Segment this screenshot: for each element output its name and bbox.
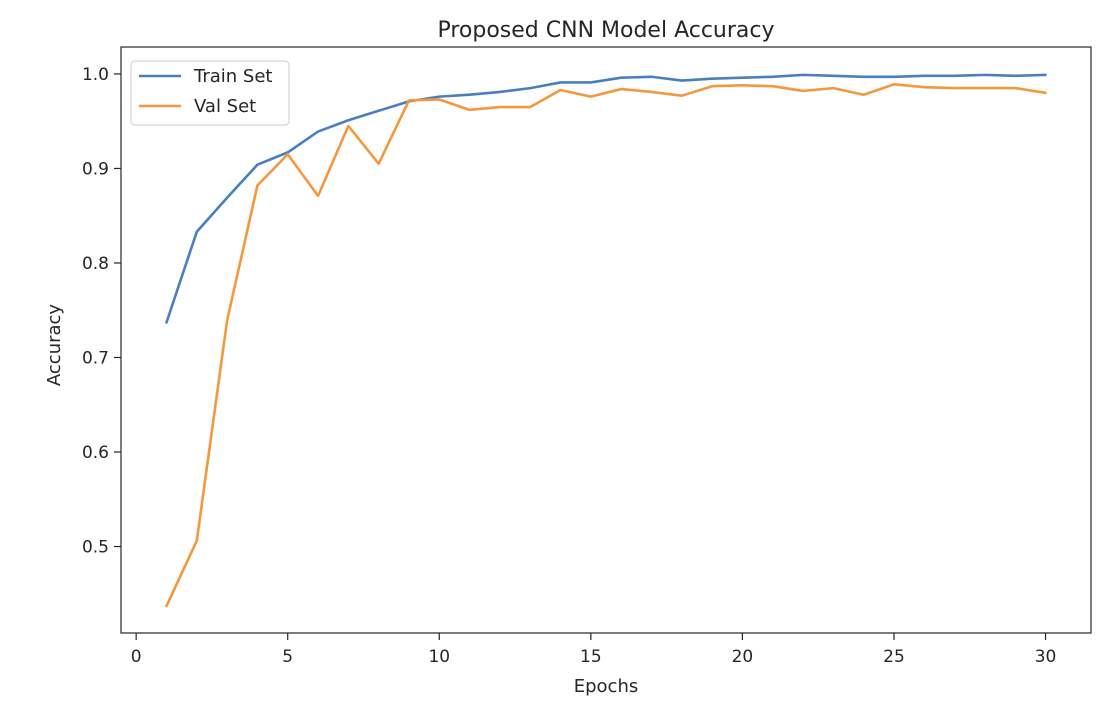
- legend: Train Set Val Set: [130, 60, 290, 126]
- y-tick-label: 0.6: [82, 443, 109, 463]
- y-axis-title: Accuracy: [44, 304, 65, 387]
- y-tick-label: 0.8: [82, 254, 109, 274]
- x-axis-title: Epochs: [574, 676, 639, 697]
- x-tick-label: 30: [1035, 647, 1057, 667]
- x-tick-label: 5: [282, 647, 293, 667]
- x-tick-label: 0: [131, 647, 142, 667]
- train-set-line: [165, 73, 1047, 324]
- legend-train-label: Train Set: [193, 66, 272, 87]
- y-tick-label: 1.0: [82, 65, 109, 85]
- x-tick-label: 20: [732, 647, 754, 667]
- y-tick-label: 0.5: [82, 538, 109, 558]
- chart-title: Proposed CNN Model Accuracy: [437, 18, 774, 43]
- x-tick-label: 10: [428, 647, 450, 667]
- x-tick-label: 15: [580, 647, 602, 667]
- plot-area-border: [120, 46, 1092, 634]
- plot-frame: [120, 46, 1092, 634]
- legend-val-label: Val Set: [194, 96, 256, 117]
- val-set-line: [165, 83, 1047, 608]
- axes-layer: 0 5 10 15 20 25 30 0.5 0.6 0.7 0.8 0.9 1.0: [82, 65, 1056, 667]
- y-tick-label: 0.7: [82, 348, 109, 368]
- x-tick-label: 25: [883, 647, 905, 667]
- series-layer: [165, 73, 1047, 608]
- y-tick-label: 0.9: [82, 159, 109, 179]
